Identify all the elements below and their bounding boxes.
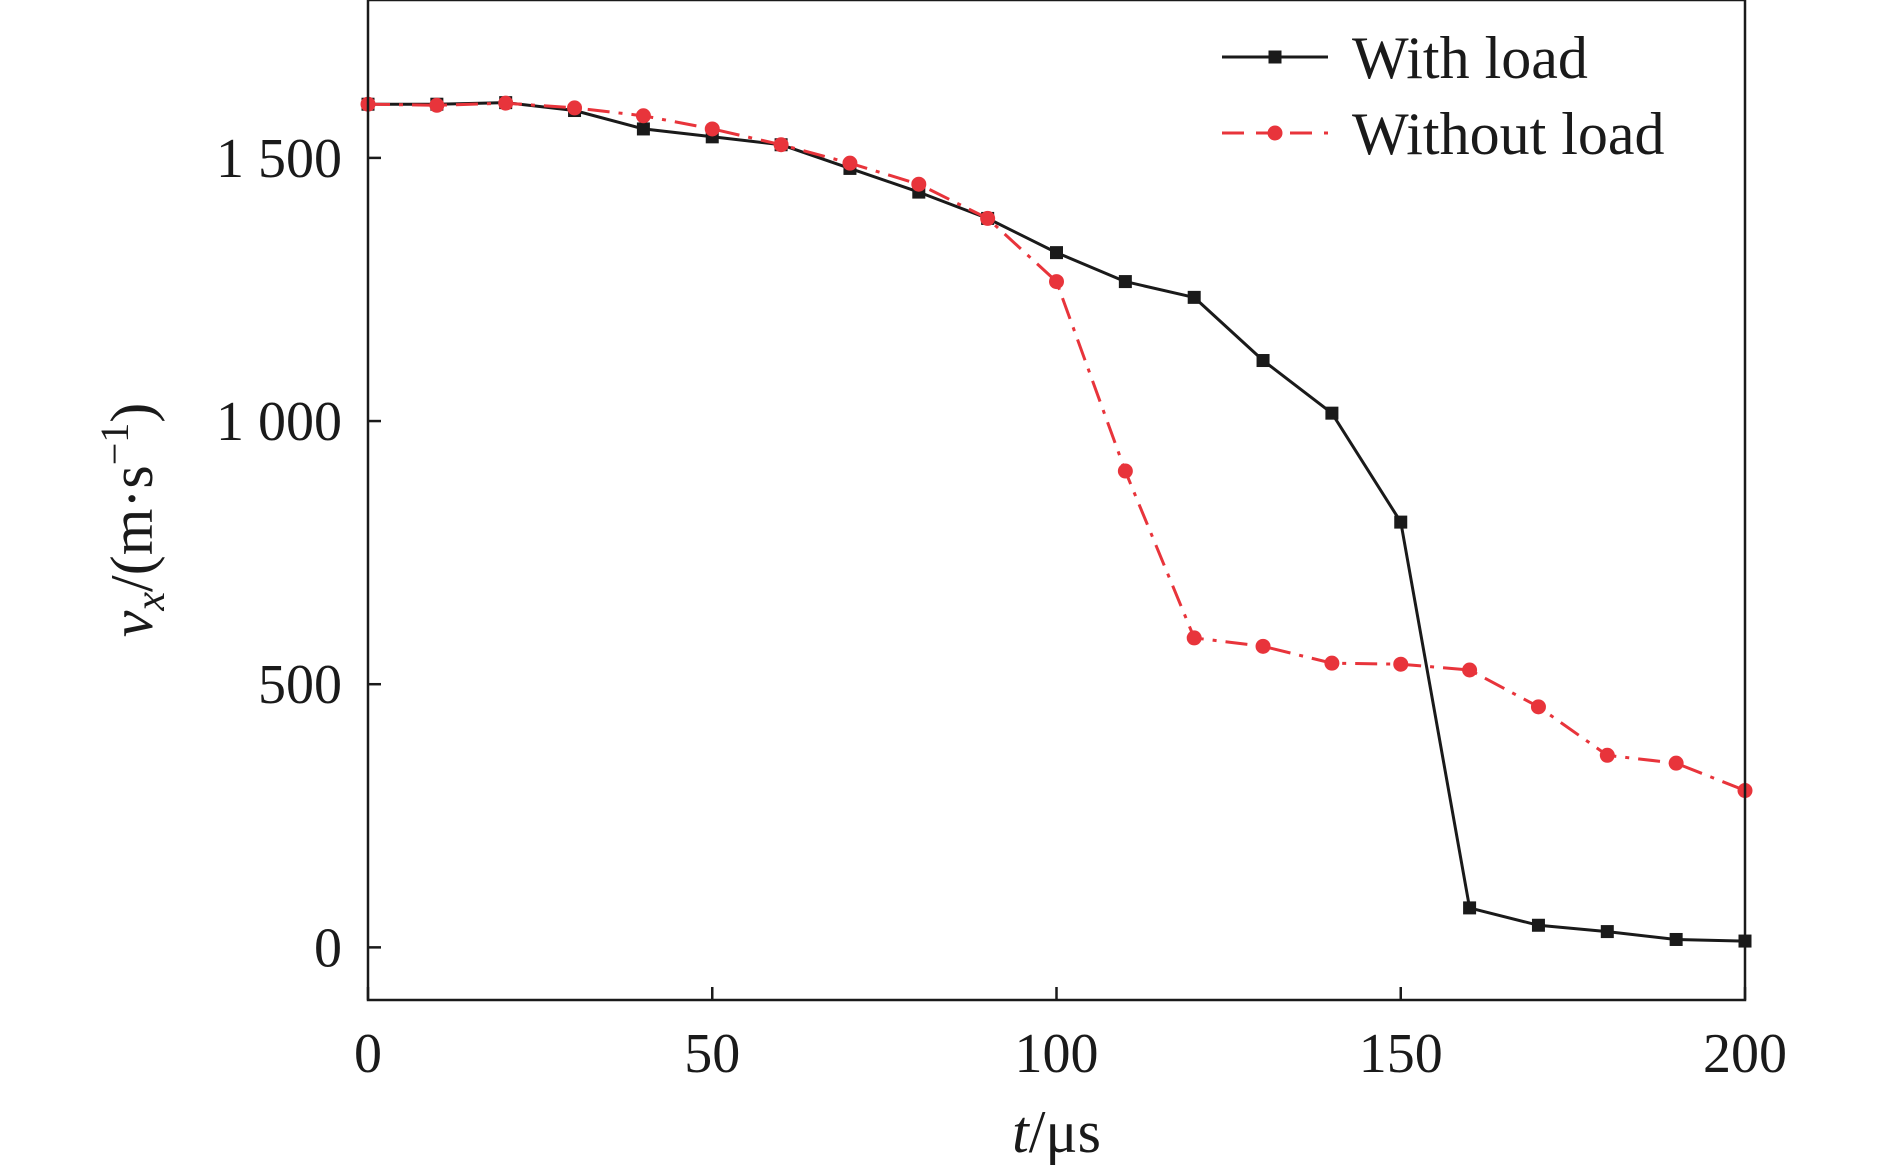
y-tick-label: 500 <box>258 654 342 716</box>
data-point-without-load <box>704 121 720 137</box>
plot-frame <box>366 0 1747 1002</box>
data-point-with-load <box>1600 925 1614 939</box>
data-point-without-load <box>1599 747 1615 763</box>
legend-marker-with-load <box>1268 50 1282 64</box>
x-tick-label: 100 <box>1015 1023 1099 1085</box>
data-point-without-load <box>498 95 514 111</box>
data-point-without-load <box>1668 755 1684 771</box>
y-tick-label: 1 000 <box>216 391 342 453</box>
data-point-with-load <box>1256 354 1270 368</box>
data-point-without-load <box>1186 630 1202 646</box>
data-point-without-load <box>1324 655 1340 671</box>
data-point-with-load <box>1463 901 1477 915</box>
data-point-without-load <box>1393 656 1409 672</box>
data-point-with-load <box>1325 406 1339 420</box>
x-axis-title: t/μs <box>1012 1099 1101 1165</box>
data-point-without-load <box>980 210 996 226</box>
x-axis-variable: t <box>1012 1099 1030 1165</box>
y-axis-unit-close: ) <box>99 403 165 423</box>
legend-item-with-load: With load <box>1222 25 1588 91</box>
data-point-without-load <box>635 108 651 124</box>
data-point-without-load <box>773 137 789 153</box>
y-axis-superscript: −1 <box>92 423 137 466</box>
series-layer <box>360 95 1753 948</box>
data-point-without-load <box>1462 662 1478 678</box>
y-axis-title: vx/(m·s−1) <box>92 403 174 638</box>
series-line-with-load <box>368 101 1746 943</box>
data-point-without-load <box>1049 274 1064 290</box>
data-point-without-load <box>567 100 583 116</box>
legend-marker-without-load <box>1267 125 1283 141</box>
x-tick-label: 0 <box>354 1023 382 1085</box>
data-point-without-load <box>842 155 858 171</box>
data-point-with-load <box>1669 932 1683 946</box>
data-point-without-load <box>911 176 927 192</box>
legend-label-with-load: With load <box>1352 25 1588 91</box>
legend-item-without-load: Without load <box>1222 101 1665 167</box>
y-tick-label: 1 500 <box>216 128 342 190</box>
legend: With load Without load <box>1222 25 1665 167</box>
data-point-without-load <box>1255 638 1271 654</box>
x-tick-label: 50 <box>684 1023 740 1085</box>
data-point-without-load <box>1530 699 1546 715</box>
y-axis-variable: v <box>99 610 165 637</box>
data-point-with-load <box>1050 246 1063 260</box>
x-tick-label: 150 <box>1359 1023 1443 1085</box>
data-point-without-load <box>1117 463 1133 479</box>
y-axis-subscript: x <box>128 592 174 612</box>
series-line-without-load <box>367 101 1746 792</box>
y-tick-label: 0 <box>314 917 342 979</box>
data-point-with-load <box>1118 275 1132 289</box>
ticks-layer: 0 50 100 150 200 0 500 1 000 1 500 <box>216 128 1787 1085</box>
x-tick-label: 200 <box>1703 1023 1787 1085</box>
data-point-without-load <box>429 97 445 113</box>
data-point-with-load <box>636 122 650 136</box>
data-point-with-load <box>1187 290 1201 304</box>
y-axis-unit: /(m·s <box>99 465 165 592</box>
x-axis-unit: /μs <box>1029 1099 1101 1165</box>
legend-label-without-load: Without load <box>1352 101 1665 167</box>
data-point-with-load <box>1531 918 1545 932</box>
data-point-with-load <box>1394 515 1408 529</box>
